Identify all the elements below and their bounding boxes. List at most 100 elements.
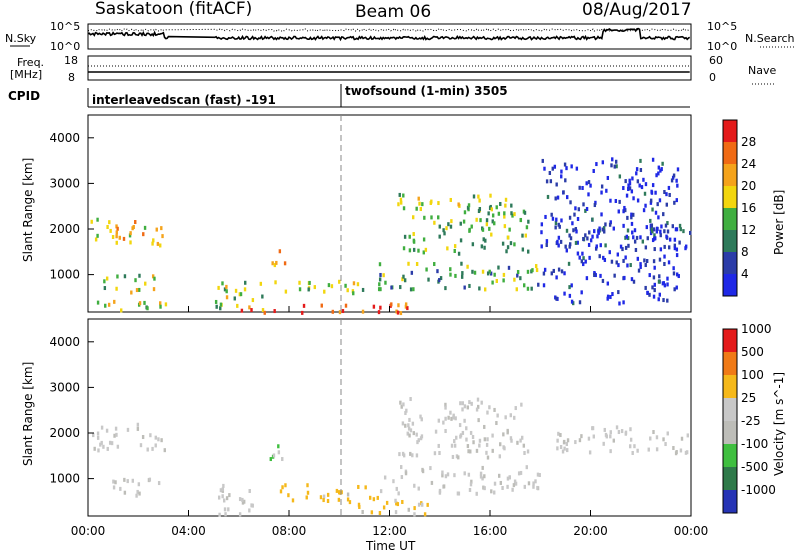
colorbar-swatch bbox=[723, 164, 737, 186]
heatmap-cell bbox=[301, 310, 304, 315]
heatmap-cell bbox=[364, 485, 367, 490]
heatmap-cell bbox=[96, 233, 99, 238]
noise-search-trace bbox=[87, 28, 690, 32]
heatmap-cell bbox=[516, 273, 519, 278]
heatmap-cell bbox=[399, 285, 402, 290]
heatmap-cell bbox=[485, 442, 489, 447]
cpid-label: CPID bbox=[8, 89, 40, 103]
heatmap-cell bbox=[461, 271, 464, 276]
velocity-panel: 1000 2000 3000 4000 Slant Range [km] bbox=[21, 318, 692, 517]
heatmap-cell bbox=[651, 157, 655, 162]
heatmap-cell bbox=[450, 443, 454, 448]
heatmap-cell bbox=[106, 446, 109, 451]
heatmap-cell bbox=[390, 302, 393, 307]
heatmap-cell bbox=[563, 271, 566, 276]
heatmap-cell bbox=[395, 486, 398, 491]
heatmap-cell bbox=[563, 446, 566, 451]
heatmap-cell bbox=[225, 496, 229, 501]
heatmap-cell bbox=[138, 273, 141, 278]
heatmap-cell bbox=[272, 453, 276, 458]
heatmap-cell bbox=[227, 507, 230, 512]
heatmap-cell bbox=[519, 217, 523, 222]
heatmap-cell bbox=[651, 285, 654, 290]
heatmap-cell bbox=[129, 240, 132, 245]
heatmap-cell bbox=[400, 475, 404, 480]
heatmap-cell bbox=[97, 448, 100, 453]
heatmap-cell bbox=[678, 240, 681, 245]
heatmap-cell bbox=[126, 479, 129, 484]
heatmap-cell bbox=[541, 158, 544, 163]
heatmap-cell bbox=[645, 259, 649, 264]
heatmap-cell bbox=[665, 192, 668, 197]
colorbar-tick-label: 20 bbox=[741, 179, 756, 193]
heatmap-cell bbox=[471, 269, 474, 274]
heatmap-cell bbox=[578, 185, 581, 190]
heatmap-cell bbox=[617, 263, 620, 268]
heatmap-cell bbox=[444, 402, 447, 407]
heatmap-cell bbox=[352, 281, 356, 286]
heatmap-cell bbox=[453, 439, 456, 444]
heatmap-cell bbox=[568, 293, 572, 298]
heatmap-cell bbox=[123, 490, 127, 495]
heatmap-cell bbox=[663, 262, 666, 267]
heatmap-cell bbox=[661, 161, 664, 166]
heatmap-cell bbox=[639, 235, 642, 240]
colorbar-swatch bbox=[723, 274, 737, 296]
heatmap-cell bbox=[676, 167, 680, 172]
heatmap-cell bbox=[587, 180, 591, 185]
heatmap-cell bbox=[588, 450, 592, 455]
heatmap-cell bbox=[460, 274, 464, 279]
heatmap-cell bbox=[626, 215, 629, 220]
heatmap-cell bbox=[459, 221, 462, 226]
heatmap-cell bbox=[639, 158, 642, 163]
heatmap-cell bbox=[591, 426, 594, 431]
heatmap-cell bbox=[146, 306, 149, 311]
heatmap-cell bbox=[378, 282, 381, 287]
heatmap-cell bbox=[453, 473, 456, 478]
noise-search-label: N.Search bbox=[745, 32, 795, 45]
heatmap-cell bbox=[503, 211, 506, 216]
heatmap-cell bbox=[555, 217, 558, 222]
heatmap-cell bbox=[626, 263, 629, 268]
heatmap-cell bbox=[611, 292, 614, 297]
heatmap-cell bbox=[478, 198, 481, 203]
heatmap-cell bbox=[549, 179, 553, 184]
heatmap-cell bbox=[555, 296, 558, 301]
heatmap-cell bbox=[554, 196, 557, 201]
heatmap-cell bbox=[96, 431, 100, 436]
heatmap-cell bbox=[475, 217, 478, 222]
heatmap-cell bbox=[682, 229, 685, 234]
heatmap-cell bbox=[600, 212, 603, 217]
heatmap-cell bbox=[570, 164, 573, 169]
heatmap-cell bbox=[612, 438, 615, 443]
heatmap-cell bbox=[160, 226, 163, 231]
heatmap-cell bbox=[609, 220, 612, 225]
heatmap-cell bbox=[564, 178, 567, 183]
heatmap-cell bbox=[96, 435, 100, 440]
heatmap-cell bbox=[433, 220, 436, 225]
heatmap-cell bbox=[618, 174, 622, 179]
heatmap-cell bbox=[483, 424, 486, 429]
range-tick-label: 1000 bbox=[49, 268, 80, 282]
heatmap-cell bbox=[456, 491, 460, 496]
heatmap-cell bbox=[657, 215, 660, 220]
heatmap-cell bbox=[460, 261, 463, 266]
cpid-segment-1: interleavedscan (fast) -191 bbox=[92, 93, 276, 107]
heatmap-cell bbox=[322, 494, 326, 499]
heatmap-cell bbox=[438, 224, 441, 229]
heatmap-cell bbox=[656, 202, 659, 207]
heatmap-cell bbox=[632, 279, 636, 284]
heatmap-cell bbox=[338, 310, 342, 315]
heatmap-cell bbox=[587, 242, 591, 247]
heatmap-cell bbox=[248, 488, 251, 493]
heatmap-cell bbox=[572, 228, 575, 233]
heatmap-cell bbox=[344, 283, 347, 288]
heatmap-cell bbox=[136, 426, 140, 431]
heatmap-cell bbox=[506, 476, 510, 481]
heatmap-cell bbox=[609, 198, 612, 203]
heatmap-cell bbox=[278, 249, 282, 254]
heatmap-cell bbox=[361, 287, 365, 292]
heatmap-cell bbox=[453, 249, 456, 254]
power-y-ticks: 1000 2000 3000 4000 bbox=[49, 131, 94, 282]
heatmap-cell bbox=[483, 437, 487, 442]
